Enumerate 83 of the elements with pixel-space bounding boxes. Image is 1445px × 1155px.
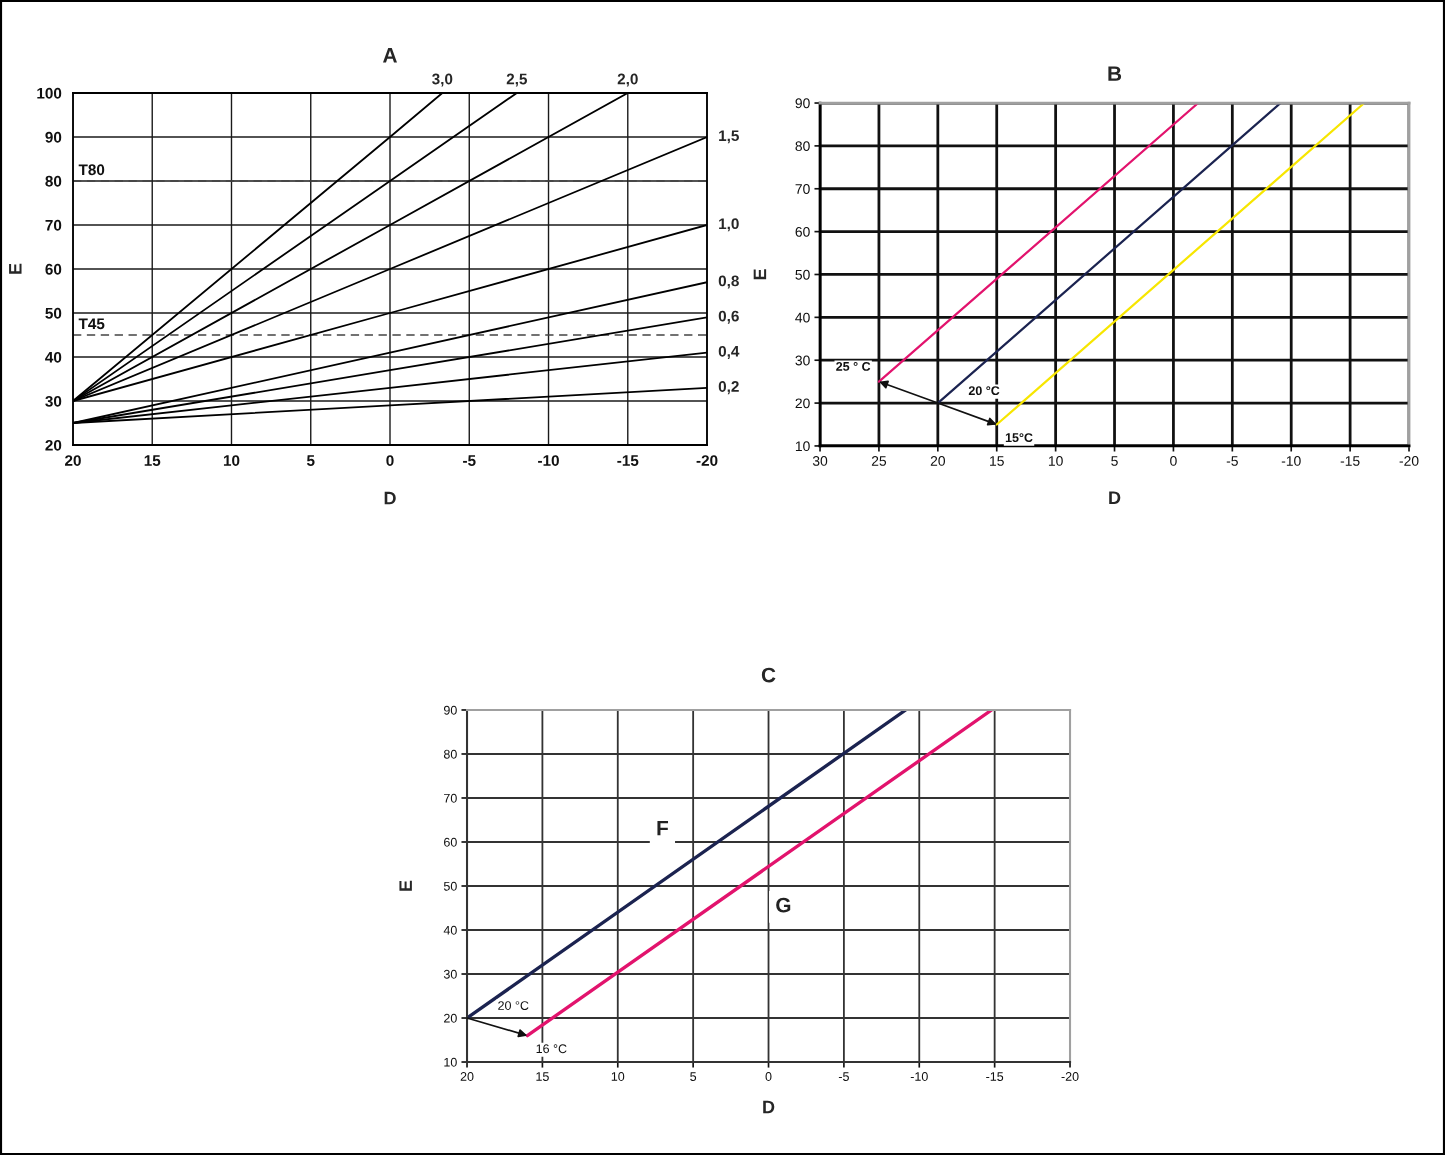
x-tick-label: 10 <box>1048 456 1063 466</box>
y-tick-label: 30 <box>45 395 62 407</box>
y-tick-label: 60 <box>45 263 62 275</box>
x-tick-label: 15 <box>990 456 1004 466</box>
series-label: F <box>657 820 669 836</box>
series-label: G <box>776 897 791 913</box>
x-tick-label: -5 <box>1226 456 1238 466</box>
y-tick-label: 100 <box>37 87 62 99</box>
ref-line-label: T80 <box>78 164 105 176</box>
series-label: 1,5 <box>719 130 739 144</box>
y-tick-label: 40 <box>45 351 62 363</box>
x-tick-label: 10 <box>611 1072 625 1081</box>
y-tick-label: 50 <box>45 307 62 319</box>
x-tick-label: 15 <box>144 455 161 466</box>
y-axis-title: E <box>753 269 767 280</box>
x-tick-label: 5 <box>306 455 315 466</box>
y-tick-label: 90 <box>795 98 810 109</box>
x-tick-label: -20 <box>696 455 718 466</box>
x-tick-label: -15 <box>986 1072 1004 1081</box>
x-axis-title: D <box>384 491 396 505</box>
series-label: 0,4 <box>718 345 740 359</box>
y-tick-label: 60 <box>795 226 810 237</box>
x-axis-title: D <box>763 1100 775 1114</box>
y-tick-label: 80 <box>795 141 810 152</box>
y-tick-label: 90 <box>45 131 62 143</box>
y-tick-label: 80 <box>443 749 457 759</box>
y-tick-label: 10 <box>795 441 810 452</box>
x-tick-label: -15 <box>617 455 639 466</box>
series-label: 0,6 <box>718 310 739 324</box>
y-tick-label: 10 <box>444 1057 457 1067</box>
y-axis-title: E <box>9 263 22 274</box>
x-tick-label: -20 <box>1061 1072 1079 1081</box>
y-tick-label: 70 <box>444 793 457 803</box>
y-axis-title: E <box>399 880 412 891</box>
y-tick-label: 30 <box>443 969 457 979</box>
y-tick-label: 20 <box>795 398 810 409</box>
x-tick-label: 0 <box>386 455 394 466</box>
x-tick-label: 5 <box>690 1072 697 1081</box>
y-tick-label: 40 <box>443 925 457 935</box>
x-axis-title: D <box>1109 491 1121 504</box>
ref-line-label: T45 <box>78 318 105 330</box>
y-tick-label: 70 <box>45 219 62 231</box>
chart-title: C <box>761 667 776 683</box>
y-tick-label: 20 <box>45 439 62 451</box>
x-tick-label: 0 <box>765 1072 772 1081</box>
y-tick-label: 20 <box>444 1013 457 1023</box>
x-tick-label: 20 <box>930 456 946 466</box>
series-label: 3,0 <box>432 73 453 87</box>
x-tick-label: -5 <box>838 1072 849 1081</box>
x-tick-label: -15 <box>1340 456 1360 466</box>
y-tick-label: 80 <box>45 175 62 187</box>
chart-title: B <box>1108 66 1122 81</box>
x-tick-label: -10 <box>1281 456 1301 466</box>
y-tick-label: 40 <box>795 312 810 323</box>
y-tick-label: 30 <box>795 355 810 366</box>
y-tick-label: 50 <box>795 269 810 280</box>
annotation: 20 °C <box>498 1001 529 1010</box>
y-tick-label: 60 <box>444 837 457 847</box>
series-label: 2,0 <box>617 73 638 87</box>
y-tick-label: 50 <box>443 881 457 891</box>
x-tick-label: 0 <box>1170 456 1177 466</box>
x-tick-label: 20 <box>65 455 81 466</box>
y-tick-label: 70 <box>795 184 810 194</box>
x-tick-label: 5 <box>1111 456 1118 466</box>
series-label: 0,2 <box>718 381 739 395</box>
series-label: 0,8 <box>718 275 739 289</box>
x-tick-label: 20 <box>460 1072 474 1081</box>
x-tick-label: 10 <box>223 455 240 466</box>
annotation: 16 °C <box>536 1044 567 1054</box>
annotation: 15°C <box>1005 433 1033 443</box>
x-tick-label: 30 <box>812 456 828 466</box>
x-tick-label: -10 <box>910 1072 928 1081</box>
series-label: 2,5 <box>506 73 528 87</box>
chart-title: A <box>383 48 397 63</box>
y-tick-label: 90 <box>443 705 457 715</box>
x-tick-label: -20 <box>1399 456 1419 466</box>
x-tick-label: -5 <box>463 455 476 466</box>
x-tick-label: -10 <box>538 455 559 466</box>
annotation: 25 ° C <box>836 361 871 371</box>
x-tick-label: 15 <box>536 1072 549 1081</box>
series-label: 1,0 <box>719 218 739 232</box>
x-tick-label: 25 <box>871 456 887 466</box>
annotation: 20 °C <box>968 386 1000 396</box>
